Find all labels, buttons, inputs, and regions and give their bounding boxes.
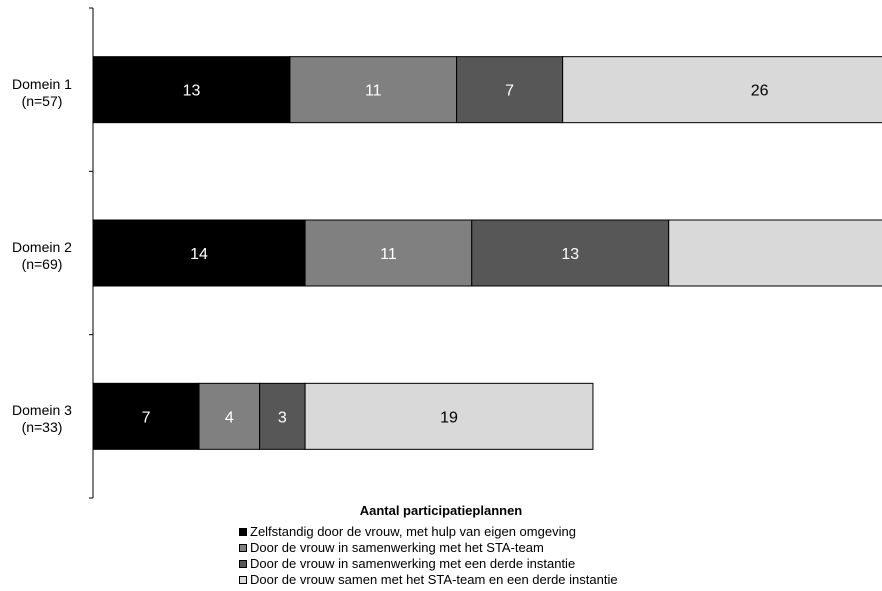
bar-value-label: 4 <box>225 409 234 426</box>
legend-label: Door de vrouw in samenwerking met een de… <box>250 556 576 571</box>
legend-swatch <box>239 576 247 584</box>
bar-segment <box>304 219 473 287</box>
category-count: (n=33) <box>21 419 63 435</box>
bar-value-label: 7 <box>142 409 151 426</box>
bar-segment <box>92 56 291 124</box>
bar-segment <box>562 56 882 124</box>
legend-label: Door de vrouw samen met het STA-team en … <box>250 572 618 587</box>
category-name: Domein 1 <box>12 76 72 92</box>
bar-value-label: 11 <box>380 246 397 263</box>
legend-swatch <box>239 528 247 536</box>
category-label-domein-2: Domein 2 (n=69) <box>0 239 84 273</box>
bar-segment <box>289 56 458 124</box>
legend-item-derde-instantie: Door de vrouw in samenwerking met een de… <box>239 556 618 572</box>
bar-value-label: 13 <box>183 83 201 100</box>
bar-value-label: 19 <box>440 409 458 426</box>
bar-value-label: 14 <box>190 246 208 263</box>
legend-item-zelfstandig: Zelfstandig door de vrouw, met hulp van … <box>239 524 618 540</box>
bar-value-label: 13 <box>561 246 579 263</box>
bar-segment <box>471 219 670 287</box>
bar-value-label: 26 <box>751 83 769 100</box>
category-label-domein-3: Domein 3 (n=33) <box>0 402 84 436</box>
legend-label: Zelfstandig door de vrouw, met hulp van … <box>250 524 576 539</box>
bar-value-label: 11 <box>365 83 382 100</box>
bar-segment <box>456 56 564 124</box>
stacked-bar-chart: 13117261411133174319 <box>89 7 882 499</box>
x-axis-title: Aantal participatieplannen <box>359 503 523 518</box>
legend: Zelfstandig door de vrouw, met hulp van … <box>239 524 618 588</box>
bar-segment <box>92 382 200 450</box>
legend-swatch <box>239 560 247 568</box>
bar-value-label: 7 <box>505 83 514 100</box>
bar-segment <box>92 219 306 287</box>
bar-segment <box>668 219 882 287</box>
category-label-domein-1: Domein 1 (n=57) <box>0 76 84 110</box>
bar-value-label: 3 <box>278 409 287 426</box>
legend-label: Door de vrouw in samenwerking met het ST… <box>250 540 544 555</box>
legend-swatch <box>239 544 247 552</box>
category-count: (n=57) <box>21 93 63 109</box>
legend-item-sta-team: Door de vrouw in samenwerking met het ST… <box>239 540 618 556</box>
bar-segment <box>259 382 306 450</box>
legend-item-sta-team-en-derde: Door de vrouw samen met het STA-team en … <box>239 572 618 588</box>
category-count: (n=69) <box>21 256 63 272</box>
category-name: Domein 3 <box>12 402 72 418</box>
category-name: Domein 2 <box>12 239 72 255</box>
bar-segment <box>304 382 594 450</box>
